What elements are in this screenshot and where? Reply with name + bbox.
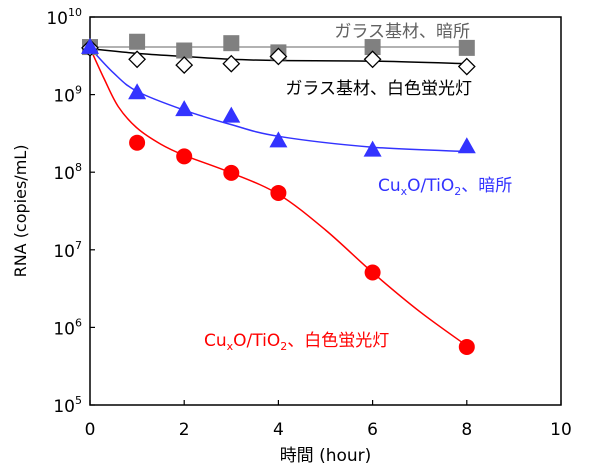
- data-point-series-1: [175, 56, 194, 75]
- data-point-series-2: [222, 106, 241, 123]
- data-point-series-3: [223, 164, 240, 181]
- y-tick-label: 105: [53, 394, 82, 417]
- data-point-series-0: [176, 42, 193, 59]
- series-label-1: ガラス基材、白色蛍光灯: [285, 79, 472, 99]
- data-point-series-1: [457, 57, 476, 76]
- data-point-series-1: [269, 47, 288, 66]
- y-axis-label: RNA (copies/mL): [11, 145, 30, 278]
- series-label-0: ガラス基材、暗所: [334, 22, 470, 42]
- series-label-2: CuxO/TiO2、暗所: [378, 176, 512, 198]
- data-point-series-3: [458, 338, 475, 355]
- data-point-series-1: [128, 50, 147, 69]
- x-tick-label: 4: [273, 420, 284, 440]
- data-point-series-1: [363, 50, 382, 69]
- x-tick-label: 8: [461, 420, 472, 440]
- data-point-series-3: [364, 264, 381, 281]
- x-tick-label: 2: [179, 420, 190, 440]
- data-point-series-0: [129, 33, 146, 50]
- x-tick-label: 0: [85, 420, 96, 440]
- data-point-series-3: [129, 134, 146, 151]
- x-tick-label: 10: [550, 420, 572, 440]
- data-point-series-3: [270, 184, 287, 201]
- data-point-series-2: [269, 131, 288, 148]
- data-point-series-0: [364, 39, 381, 56]
- data-point-series-2: [128, 83, 147, 100]
- data-point-series-2: [81, 37, 99, 54]
- data-point-series-2: [175, 100, 194, 117]
- data-point-series-3: [176, 148, 193, 165]
- plot-frame: [89, 16, 562, 406]
- data-point-series-2: [457, 137, 476, 154]
- y-tick-label: 107: [53, 239, 82, 262]
- y-tick-label: 109: [53, 84, 82, 107]
- data-point-series-2: [363, 140, 382, 157]
- data-point-series-0: [458, 39, 475, 56]
- x-axis-label: 時間 (hour): [280, 446, 372, 466]
- y-tick-label: 1010: [46, 6, 82, 29]
- y-tick-label: 106: [53, 316, 82, 339]
- y-tick-label: 108: [53, 161, 82, 184]
- series-label-3: CuxO/TiO2、白色蛍光灯: [204, 331, 389, 353]
- data-point-series-0: [223, 35, 240, 52]
- data-point-series-1: [222, 54, 241, 73]
- x-tick-label: 6: [367, 420, 378, 440]
